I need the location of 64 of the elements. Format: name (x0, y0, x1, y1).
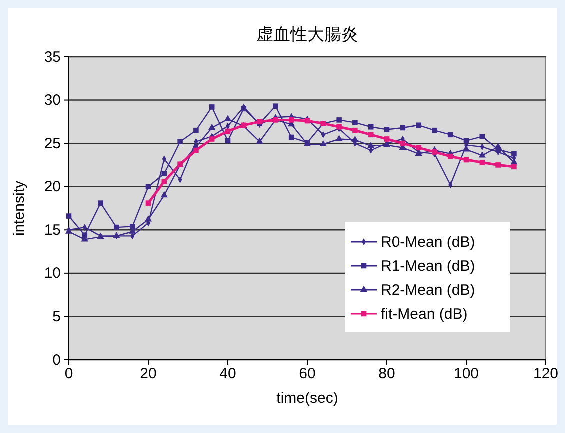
point (336, 118, 342, 123)
point (144, 216, 152, 222)
point (416, 122, 422, 128)
point (146, 184, 152, 190)
point (209, 136, 215, 142)
point (352, 136, 359, 142)
point (432, 128, 438, 134)
x-tick-label: 20 (140, 366, 157, 383)
y-tick-label: 15 (44, 222, 61, 239)
legend-label: fit-Mean (dB) (381, 306, 468, 323)
point (320, 140, 327, 146)
point (162, 171, 168, 177)
legend-label: R2-Mean (dB) (381, 282, 476, 299)
y-tick-label: 0 (52, 352, 61, 369)
point (336, 135, 343, 142)
y-tick-label: 25 (44, 135, 61, 152)
point (480, 160, 486, 166)
point (146, 200, 152, 206)
point (384, 136, 390, 142)
point (224, 115, 232, 122)
y-tick-label: 10 (44, 265, 61, 282)
point (496, 162, 501, 168)
point (288, 118, 294, 123)
y-axis-title: intensity (11, 180, 28, 236)
point (352, 120, 358, 126)
point (512, 151, 517, 157)
point (256, 138, 264, 144)
y-tick-label: 20 (44, 178, 61, 196)
point (209, 104, 215, 110)
point (512, 164, 517, 170)
legend-label: R1-Mean (dB) (381, 258, 476, 275)
point (368, 124, 374, 130)
point (432, 150, 438, 155)
point (368, 142, 375, 148)
x-tick-label: 0 (64, 366, 74, 383)
point (336, 124, 342, 130)
point (130, 224, 136, 230)
point (480, 134, 486, 140)
point (352, 128, 358, 134)
y-tick-label: 30 (44, 92, 61, 110)
x-tick-label: 100 (454, 366, 480, 383)
chart-title: 虚血性大腸炎 (256, 25, 358, 45)
x-tick-label: 120 (533, 366, 559, 383)
point (194, 128, 199, 134)
point (208, 124, 216, 130)
point (494, 142, 502, 150)
point (114, 224, 120, 230)
point (416, 145, 422, 151)
legend-label: R0-Mean (dB) (381, 234, 476, 251)
x-tick-label: 80 (378, 366, 396, 383)
x-tick-label: 60 (299, 366, 316, 383)
point (66, 214, 72, 219)
point (162, 179, 168, 184)
x-axis-title: time(sec) (276, 390, 338, 407)
point (98, 200, 104, 206)
point (178, 139, 183, 144)
point (384, 127, 390, 132)
y-tick-label: 35 (44, 48, 61, 66)
point (194, 148, 199, 154)
point (160, 191, 168, 198)
point (273, 104, 278, 109)
x-tick-label: 40 (220, 366, 236, 383)
point (478, 152, 486, 158)
y-tick-label: 5 (52, 308, 61, 326)
